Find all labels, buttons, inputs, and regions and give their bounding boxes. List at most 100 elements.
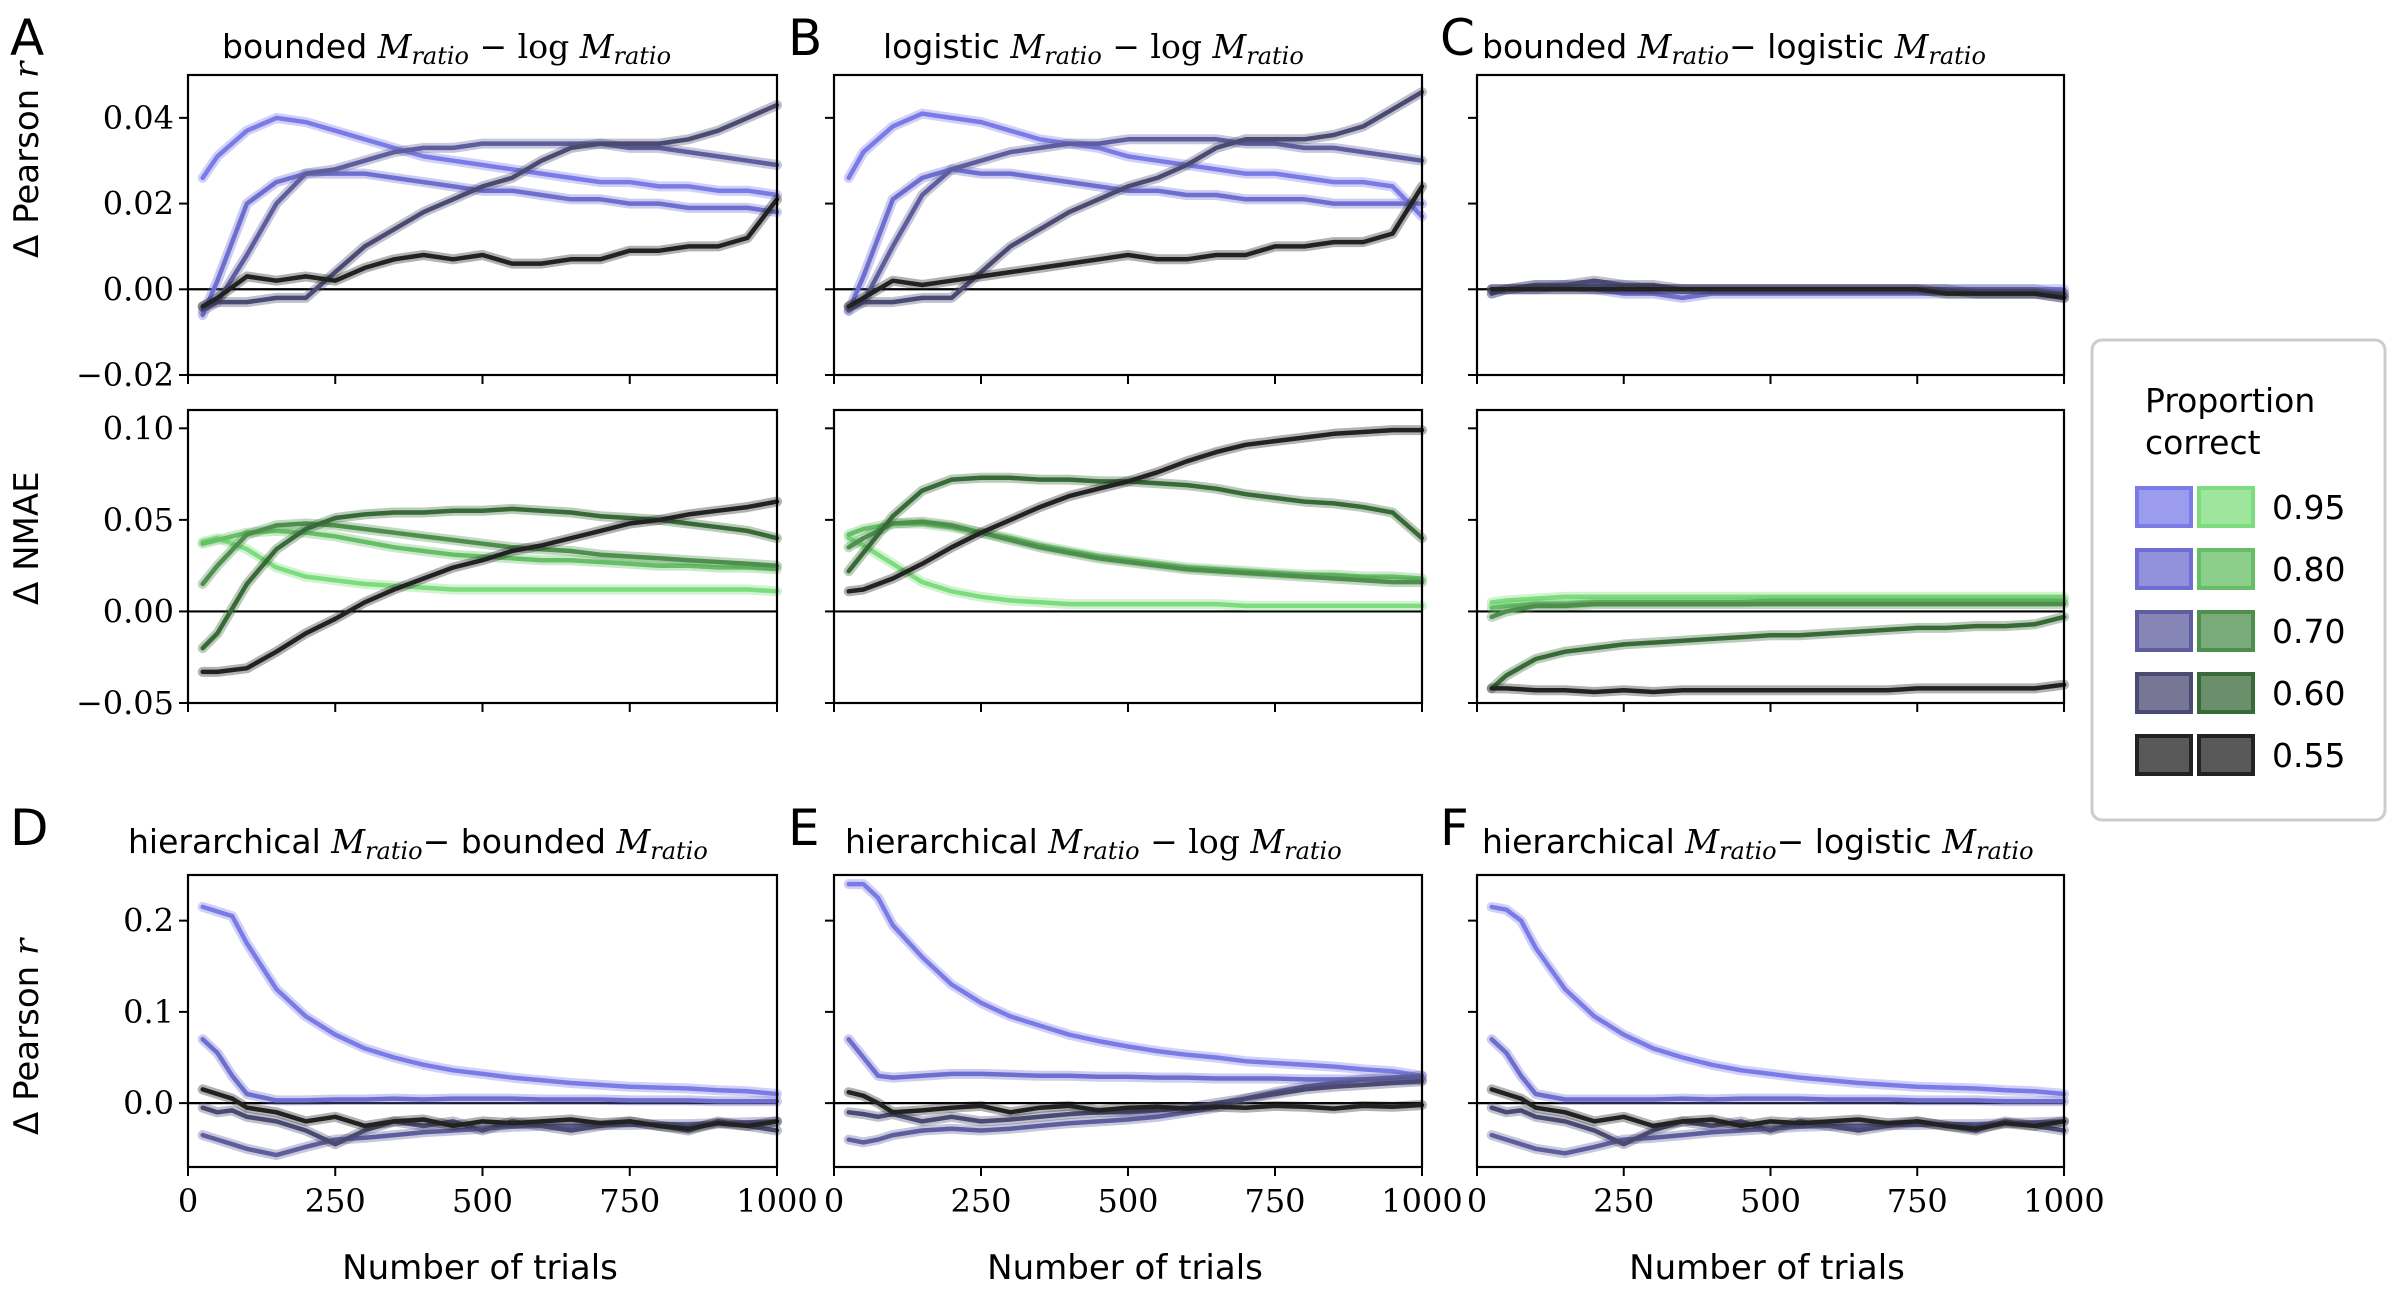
series-line-0.80 <box>846 1037 1425 1083</box>
subplot-a-top: −0.02 0.00 0.02 0.04 <box>76 73 782 394</box>
legend: Proportion correct 0.95 0.80 0.70 0.60 0.55 <box>2090 338 2387 822</box>
panel-letter-e: E <box>788 799 820 857</box>
series-line-0.80 <box>1489 1037 2067 1104</box>
subplot-e: 0 250 500 750 1000 <box>824 873 1463 1220</box>
series-line-0.95 <box>846 111 1425 219</box>
legend-swatch-green <box>2197 610 2255 652</box>
series-line-0.60 <box>846 1078 1425 1124</box>
panel-title-f: hierarchical Mratio− logistic Mratio <box>1482 822 2034 865</box>
series-line-0.55 <box>846 1089 1425 1115</box>
xtick-label: 0 <box>178 1182 198 1220</box>
ytick-label: 0.1 <box>123 993 174 1031</box>
series-line-0.80 <box>200 528 780 572</box>
subplot-d: 0.0 0.1 0.2 0 250 500 750 1000 <box>123 873 818 1220</box>
xtick-label: 500 <box>1097 1182 1158 1220</box>
legend-label: 0.70 <box>2272 612 2345 651</box>
xtick-label: 250 <box>1593 1182 1654 1220</box>
series-line-0.70 <box>846 137 1425 313</box>
xtick-label: 0 <box>1467 1182 1487 1220</box>
legend-swatch-blue <box>2135 610 2193 652</box>
series-line-0.95 <box>200 535 780 594</box>
panel-title-c: bounded Mratio− logistic Mratio <box>1482 27 1986 70</box>
series-line-0.80 <box>846 167 1425 313</box>
subplot-b-top <box>825 73 1427 384</box>
xtick-label: 500 <box>1740 1182 1801 1220</box>
ytick-label: 0.04 <box>103 99 174 137</box>
series-line-0.70 <box>846 519 1425 585</box>
legend-swatch-blue <box>2135 486 2193 528</box>
xlabel-d: Number of trials <box>342 1248 618 1288</box>
series-line-0.55 <box>200 1087 780 1131</box>
series-line-0.70 <box>200 521 780 587</box>
series-line-0.95 <box>846 881 1425 1079</box>
panel-letter-d: D <box>10 799 49 857</box>
xtick-label: 1000 <box>736 1182 817 1220</box>
series-line-0.60 <box>200 506 780 651</box>
xtick-label: 1000 <box>1381 1182 1462 1220</box>
axes-frame <box>1475 73 2066 377</box>
series-line-0.60 <box>200 102 780 309</box>
xtick-label: 750 <box>599 1182 660 1220</box>
series-line-0.95 <box>1489 904 2067 1097</box>
legend-label: 0.80 <box>2272 550 2345 589</box>
legend-swatch-blue <box>2135 548 2193 590</box>
legend-swatch-green <box>2197 548 2255 590</box>
ylabel-nmae: Δ NMAE <box>7 471 47 605</box>
xtick-label: 0 <box>824 1182 844 1220</box>
ylabel-pearson-bottom: Δ Pearson r <box>7 937 47 1135</box>
series-line-0.70 <box>1489 1119 2067 1156</box>
panel-letter-f: F <box>1440 799 1469 857</box>
xtick-label: 500 <box>452 1182 513 1220</box>
series-line-0.70 <box>200 1119 780 1158</box>
xtick-label: 750 <box>1244 1182 1305 1220</box>
ytick-label: −0.02 <box>76 356 174 394</box>
panel-letter-a: A <box>10 9 44 67</box>
legend-entry-0.95: 0.95 <box>2135 486 2345 528</box>
ytick-label: 0.02 <box>103 185 174 223</box>
series-band-0.80 <box>843 518 1427 584</box>
panel-title-e: hierarchical Mratio − log Mratio <box>845 822 1342 865</box>
xlabel-f: Number of trials <box>1629 1248 1905 1288</box>
series-line-0.70 <box>1489 601 2067 620</box>
panel-title-d: hierarchical Mratio− bounded Mratio <box>128 822 708 865</box>
series-line-0.55 <box>1489 682 2067 695</box>
subplot-c-top <box>1468 73 2069 384</box>
panel-title-a: bounded Mratio − log Mratio <box>222 27 671 70</box>
series-line-0.95 <box>1489 594 2067 605</box>
series-line-0.55 <box>200 499 780 675</box>
xlabel-e: Number of trials <box>987 1248 1263 1288</box>
ytick-label: 0.00 <box>103 592 174 630</box>
subplot-f: 0 250 500 750 1000 <box>1467 873 2105 1220</box>
axes-frame <box>832 73 1424 377</box>
xtick-label: 1000 <box>2023 1182 2104 1220</box>
panel-letter-b: B <box>788 9 822 67</box>
series-line-0.70 <box>846 1073 1425 1145</box>
legend-entry-0.80: 0.80 <box>2135 548 2345 590</box>
ytick-label: 0.05 <box>103 501 174 539</box>
axes-frame <box>1475 408 2066 705</box>
plot-area: −0.020.000.020.04−0.050.000.050.100.00.1… <box>76 73 2105 1220</box>
legend-entry-0.70: 0.70 <box>2135 610 2345 652</box>
series-line-0.55 <box>846 427 1425 594</box>
series-line-0.80 <box>200 171 780 318</box>
legend-title-line1: Proportion <box>2145 381 2315 420</box>
series-line-0.55 <box>1489 287 2067 301</box>
ytick-label: 0.0 <box>123 1084 174 1122</box>
ytick-label: 0.2 <box>123 902 174 940</box>
panel-title-b: logistic Mratio − log Mratio <box>883 27 1304 70</box>
subplot-a-mid: −0.05 0.00 0.05 0.10 <box>76 408 782 722</box>
series-line-0.60 <box>846 89 1425 309</box>
legend-entry-0.55: 0.55 <box>2135 734 2345 776</box>
legend-title-line2: correct <box>2145 423 2261 462</box>
legend-swatch-green <box>2197 486 2255 528</box>
series-line-0.60 <box>1489 614 2067 691</box>
legend-swatch-green <box>2197 672 2255 714</box>
subplot-b-mid <box>825 408 1427 712</box>
series-line-0.95 <box>200 115 780 198</box>
series-line-0.95 <box>846 535 1425 609</box>
series-line-0.95 <box>200 904 780 1097</box>
legend-swatch-blue <box>2135 734 2193 776</box>
legend-label: 0.95 <box>2272 488 2345 527</box>
legend-label: 0.60 <box>2272 674 2345 713</box>
